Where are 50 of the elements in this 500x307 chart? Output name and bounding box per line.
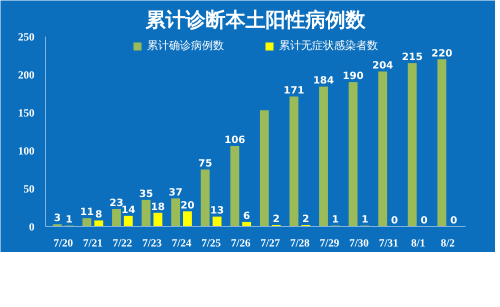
data-label: 0 xyxy=(391,216,398,226)
x-tick-label: 7/20 xyxy=(53,238,74,250)
x-tick-label: 7/22 xyxy=(112,238,133,250)
data-label: 0 xyxy=(420,216,428,226)
data-label: 13 xyxy=(210,206,224,217)
data-label: 11 xyxy=(80,207,94,218)
data-label: 106 xyxy=(224,134,246,146)
x-tick-label: 7/23 xyxy=(142,238,162,250)
x-tick-label: 7/31 xyxy=(378,238,398,250)
data-label: 1 xyxy=(66,214,73,226)
data-label: 1 xyxy=(361,214,368,226)
x-tick-label: 7/26 xyxy=(230,238,251,250)
x-tick-label: 7/24 xyxy=(172,238,192,250)
data-label: 215 xyxy=(402,52,423,64)
data-label: 14 xyxy=(121,204,136,216)
data-label: 35 xyxy=(139,188,154,200)
x-tick-label: 8/2 xyxy=(440,238,456,250)
chart-title: 累计诊断本土阳性病例数 xyxy=(144,8,366,32)
data-label: 18 xyxy=(150,202,165,213)
data-label: 37 xyxy=(168,187,183,198)
x-tick-label: 8/1 xyxy=(411,238,426,250)
data-label: 20 xyxy=(180,200,194,212)
y-tick-label: 200 xyxy=(18,70,35,82)
y-tick-label: 50 xyxy=(24,184,35,196)
y-tick-label: 100 xyxy=(18,146,35,158)
x-tick-label: 7/21 xyxy=(83,238,103,250)
x-tick-label: 7/28 xyxy=(290,238,310,250)
y-tick-label: 0 xyxy=(29,222,35,234)
data-label: 190 xyxy=(342,71,364,82)
data-label: 23 xyxy=(110,198,124,210)
legend-label: 累计无症状感染者数 xyxy=(279,38,378,53)
data-label: 220 xyxy=(431,48,452,60)
data-label: 1 xyxy=(332,214,339,226)
data-label: 171 xyxy=(284,86,304,97)
data-label: 3 xyxy=(54,213,61,224)
data-label: 8 xyxy=(95,209,102,220)
legend-label: 累计确诊病例数 xyxy=(147,38,224,53)
data-label: 75 xyxy=(198,158,212,170)
data-label: 184 xyxy=(313,76,334,87)
y-tick-label: 150 xyxy=(18,108,35,120)
x-tick-label: 7/27 xyxy=(260,238,281,250)
x-tick-label: 7/25 xyxy=(201,238,222,250)
data-label: 0 xyxy=(450,216,458,226)
data-label: 2 xyxy=(302,214,310,225)
x-tick-label: 7/29 xyxy=(320,238,340,250)
data-label: 2 xyxy=(272,214,280,225)
x-tick-label: 7/30 xyxy=(349,238,370,250)
y-tick-label: 250 xyxy=(18,32,35,44)
data-label: 6 xyxy=(243,210,250,222)
data-label: 204 xyxy=(372,60,394,72)
